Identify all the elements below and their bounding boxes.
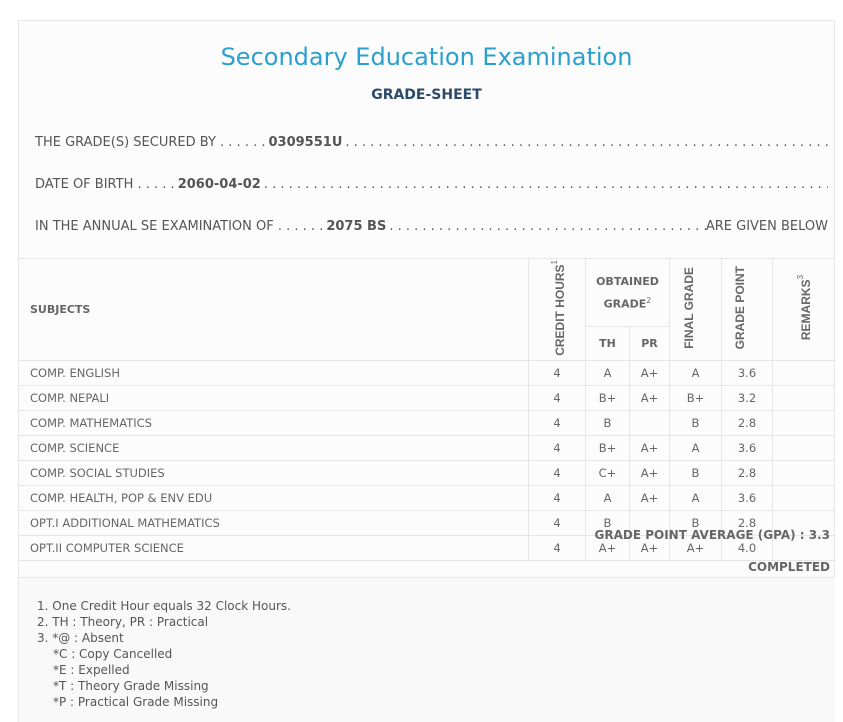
remarks-cell xyxy=(772,534,835,561)
header-obtained-grade: OBTAINED GRADE2 xyxy=(585,257,670,328)
result-status: COMPLETED xyxy=(748,560,830,574)
subject-cell: OPT.II COMPUTER SCIENCE xyxy=(18,534,529,561)
credit-cell: 4 xyxy=(528,409,586,436)
credit-cell: 4 xyxy=(528,509,586,536)
page-title: Secondary Education Examination xyxy=(220,43,633,71)
credit-cell: 4 xyxy=(528,534,586,561)
grade-sheet: Secondary Education Examination GRADE-SH… xyxy=(18,20,835,722)
exam-year: 2075 BS xyxy=(326,219,387,234)
secured-by-line: THE GRADE(S) SECURED BY 0309551U xyxy=(35,135,828,150)
remarks-cell xyxy=(772,484,835,511)
th-grade-cell: A xyxy=(585,484,630,511)
pr-grade-cell: A+ xyxy=(629,384,670,411)
header-pr: PR xyxy=(629,326,670,361)
final-grade-cell: A+ xyxy=(669,534,722,561)
dob-value: 2060-04-02 xyxy=(177,177,261,192)
header-th: TH xyxy=(585,326,630,361)
credit-cell: 4 xyxy=(528,359,586,386)
final-grade-cell: A xyxy=(669,359,722,386)
table-row: COMP. ENGLISH 4 A A+ A 3.6 xyxy=(18,359,835,386)
note: *E : Expelled xyxy=(53,663,130,677)
pr-grade-cell xyxy=(629,409,670,436)
subject-cell: COMP. NEPALI xyxy=(18,384,529,411)
th-grade-cell: C+ xyxy=(585,459,630,486)
note: *P : Practical Grade Missing xyxy=(53,695,219,709)
table-row: COMP. SOCIAL STUDIES 4 C+ A+ B 2.8 xyxy=(18,459,835,486)
note: *T : Theory Grade Missing xyxy=(53,679,209,693)
header-grade-point: GRADE POINT xyxy=(721,258,773,361)
grade-point-cell: 4.0 xyxy=(721,534,773,561)
grade-point-cell: 3.6 xyxy=(721,484,773,511)
grade-point-cell: 3.6 xyxy=(721,434,773,461)
note: 2. TH : Theory, PR : Practical xyxy=(37,615,209,629)
grades-table: SUBJECTS CREDIT HOURS1 OBTAINED GRADE2 F… xyxy=(18,257,835,561)
dob-line: DATE OF BIRTH 2060-04-02 xyxy=(35,177,828,192)
subject-cell: COMP. SOCIAL STUDIES xyxy=(18,459,529,486)
credit-cell: 4 xyxy=(528,434,586,461)
grade-point-cell: 2.8 xyxy=(721,509,773,536)
table-row: COMP. MATHEMATICS 4 B B 2.8 xyxy=(18,409,835,436)
pr-grade-cell: A+ xyxy=(629,534,670,561)
header-remarks: REMARKS3 xyxy=(772,258,835,361)
pr-grade-cell: A+ xyxy=(629,484,670,511)
subject-cell: OPT.I ADDITIONAL MATHEMATICS xyxy=(18,509,529,536)
th-grade-cell: B+ xyxy=(585,384,630,411)
header-final-grade: FINAL GRADE xyxy=(669,258,722,361)
grade-point-cell: 2.8 xyxy=(721,459,773,486)
remarks-cell xyxy=(772,384,835,411)
grade-point-cell: 3.2 xyxy=(721,384,773,411)
final-grade-cell: A xyxy=(669,484,722,511)
pr-grade-cell: A+ xyxy=(629,434,670,461)
remarks-cell xyxy=(772,459,835,486)
dob-label: DATE OF BIRTH xyxy=(35,177,134,192)
final-grade-cell: B xyxy=(669,459,722,486)
table-row: COMP. SCIENCE 4 B+ A+ A 3.6 xyxy=(18,434,835,461)
exam-label: IN THE ANNUAL SE EXAMINATION OF xyxy=(35,219,274,234)
note: *C : Copy Cancelled xyxy=(53,647,173,661)
table-row: OPT.II COMPUTER SCIENCE 4 A+ A+ A+ 4.0 xyxy=(18,534,835,561)
final-grade-cell: B+ xyxy=(669,384,722,411)
header-credit-hours: CREDIT HOURS1 xyxy=(528,258,586,361)
symbol-number: 0309551U xyxy=(268,135,343,150)
remarks-cell xyxy=(772,359,835,386)
subject-cell: COMP. HEALTH, POP & ENV EDU xyxy=(18,484,529,511)
footnotes: 1. One Credit Hour equals 32 Clock Hours… xyxy=(18,577,835,722)
table-row: COMP. NEPALI 4 B+ A+ B+ 3.2 xyxy=(18,384,835,411)
credit-cell: 4 xyxy=(528,384,586,411)
credit-cell: 4 xyxy=(528,459,586,486)
exam-line: IN THE ANNUAL SE EXAMINATION OF 2075 BS … xyxy=(35,219,828,234)
gpa: GRADE POINT AVERAGE (GPA) : 3.3 xyxy=(594,528,831,542)
note: 1. One Credit Hour equals 32 Clock Hours… xyxy=(37,599,291,613)
header-subjects: SUBJECTS xyxy=(18,258,529,361)
final-grade-cell: B xyxy=(669,409,722,436)
secured-by-label: THE GRADE(S) SECURED BY xyxy=(35,135,216,150)
credit-cell: 4 xyxy=(528,484,586,511)
page-subtitle: GRADE-SHEET xyxy=(371,87,482,103)
th-grade-cell: A xyxy=(585,359,630,386)
pr-grade-cell: A+ xyxy=(629,459,670,486)
th-grade-cell: B xyxy=(585,409,630,436)
table-row: COMP. HEALTH, POP & ENV EDU 4 A A+ A 3.6 xyxy=(18,484,835,511)
grade-point-cell: 2.8 xyxy=(721,409,773,436)
remarks-cell xyxy=(772,434,835,461)
pr-grade-cell: A+ xyxy=(629,359,670,386)
subject-cell: COMP. SCIENCE xyxy=(18,434,529,461)
th-grade-cell: B+ xyxy=(585,434,630,461)
note: 3. *@ : Absent xyxy=(37,631,124,645)
subject-cell: COMP. ENGLISH xyxy=(18,359,529,386)
exam-suffix: ARE GIVEN BELOW xyxy=(705,219,828,234)
final-grade-cell: A xyxy=(669,434,722,461)
remarks-cell xyxy=(772,409,835,436)
subject-cell: COMP. MATHEMATICS xyxy=(18,409,529,436)
table-row: OPT.I ADDITIONAL MATHEMATICS 4 B B 2.8 xyxy=(18,509,835,536)
grade-point-cell: 3.6 xyxy=(721,359,773,386)
